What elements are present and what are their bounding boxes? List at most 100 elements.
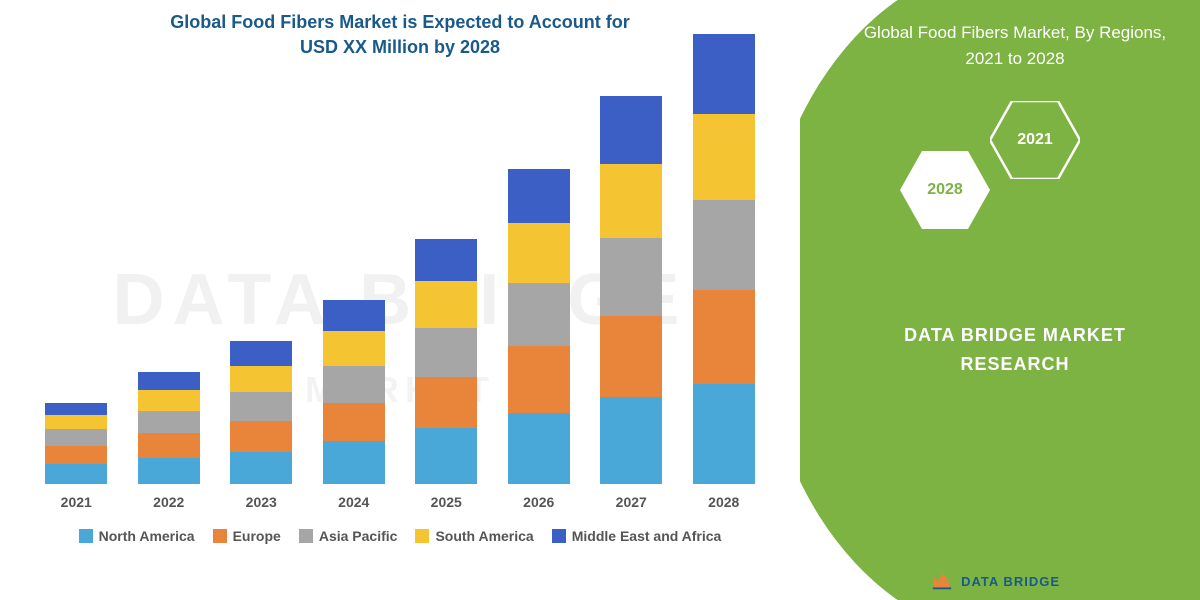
bar-segment (45, 446, 107, 464)
bar-stack (138, 372, 200, 485)
bar-segment (138, 372, 200, 390)
bar-segment (138, 411, 200, 434)
bar-segment (138, 458, 200, 485)
bar-label: 2023 (246, 494, 277, 510)
bar-label: 2027 (616, 494, 647, 510)
hex-group: 2028 2021 (900, 101, 1170, 261)
bar-segment (600, 316, 662, 398)
bar-stack (600, 96, 662, 485)
legend-label: North America (99, 528, 195, 544)
main-container: Global Food Fibers Market is Expected to… (0, 0, 1200, 600)
hex-2021: 2021 (990, 101, 1080, 179)
bar-stack (230, 341, 292, 484)
legend-item: Europe (213, 528, 281, 544)
bar-group: 2025 (406, 239, 486, 511)
bar-segment (415, 428, 477, 484)
side-content: Global Food Fibers Market, By Regions, 2… (800, 0, 1200, 600)
bar-segment (45, 429, 107, 445)
bar-stack (415, 239, 477, 485)
footer-logo-icon (931, 570, 953, 592)
side-title: Global Food Fibers Market, By Regions, 2… (860, 20, 1170, 71)
bar-segment (230, 366, 292, 393)
bar-segment (693, 114, 755, 200)
legend-label: Middle East and Africa (572, 528, 722, 544)
legend-swatch (552, 529, 566, 543)
bar-segment (323, 366, 385, 403)
bar-segment (138, 433, 200, 458)
bar-stack (508, 169, 570, 484)
legend-label: Asia Pacific (319, 528, 398, 544)
bar-segment (415, 328, 477, 377)
chart-section: Global Food Fibers Market is Expected to… (0, 0, 800, 600)
bar-group: 2023 (221, 341, 301, 510)
bar-segment (508, 169, 570, 223)
bar-segment (138, 390, 200, 410)
legend-label: Europe (233, 528, 281, 544)
bar-group: 2024 (314, 300, 394, 510)
legend-label: South America (435, 528, 533, 544)
chart-area: 2021 2022 2023 2024 2025 2026 2027 2028 (20, 70, 780, 510)
bar-label: 2026 (523, 494, 554, 510)
bar-segment (323, 300, 385, 331)
bar-segment (415, 377, 477, 428)
legend-item: Middle East and Africa (552, 528, 722, 544)
bar-group: 2026 (499, 169, 579, 510)
bar-label: 2028 (708, 494, 739, 510)
bar-group: 2021 (36, 403, 116, 511)
bar-segment (600, 397, 662, 484)
bar-group: 2028 (684, 34, 764, 510)
bar-segment (508, 346, 570, 413)
legend: North America Europe Asia Pacific South Ame… (20, 528, 780, 544)
chart-title-line2: USD XX Million by 2028 (300, 37, 500, 57)
bar-label: 2022 (153, 494, 184, 510)
bar-segment (600, 238, 662, 316)
bar-stack (323, 300, 385, 484)
brand-text: DATA BRIDGE MARKET RESEARCH (860, 321, 1170, 379)
bar-label: 2025 (431, 494, 462, 510)
bar-stack (693, 34, 755, 484)
legend-item: South America (415, 528, 533, 544)
bar-segment (323, 331, 385, 366)
bar-segment (415, 239, 477, 281)
bar-segment (508, 413, 570, 485)
hex-2028-label: 2028 (927, 181, 963, 199)
bar-segment (45, 403, 107, 415)
bar-stack (45, 403, 107, 485)
chart-title-line1: Global Food Fibers Market is Expected to… (170, 12, 629, 32)
bar-segment (230, 392, 292, 421)
bar-segment (508, 283, 570, 346)
bar-segment (323, 441, 385, 484)
bar-segment (600, 96, 662, 165)
footer-logo: DATA BRIDGE (931, 570, 1060, 592)
legend-swatch (415, 529, 429, 543)
bar-segment (508, 223, 570, 282)
bar-segment (693, 34, 755, 114)
brand-line1: DATA BRIDGE MARKET (904, 325, 1126, 345)
legend-item: North America (79, 528, 195, 544)
bar-segment (45, 415, 107, 429)
hex-2021-label: 2021 (1017, 131, 1053, 149)
bar-segment (693, 200, 755, 290)
legend-swatch (299, 529, 313, 543)
bar-segment (230, 452, 292, 485)
hex-2028: 2028 (900, 151, 990, 229)
bar-label: 2024 (338, 494, 369, 510)
side-panel: Global Food Fibers Market, By Regions, 2… (800, 0, 1200, 600)
bar-group: 2027 (591, 96, 671, 511)
bar-segment (230, 421, 292, 452)
bar-segment (323, 403, 385, 442)
legend-item: Asia Pacific (299, 528, 398, 544)
bar-segment (230, 341, 292, 366)
bar-segment (693, 290, 755, 384)
bar-segment (45, 464, 107, 484)
bar-segment (415, 281, 477, 328)
bar-segment (600, 164, 662, 238)
bar-label: 2021 (61, 494, 92, 510)
chart-title: Global Food Fibers Market is Expected to… (20, 10, 780, 60)
bar-segment (693, 384, 755, 484)
legend-swatch (79, 529, 93, 543)
legend-swatch (213, 529, 227, 543)
brand-line2: RESEARCH (960, 354, 1069, 374)
bar-group: 2022 (129, 372, 209, 511)
footer-logo-text: DATA BRIDGE (961, 574, 1060, 589)
